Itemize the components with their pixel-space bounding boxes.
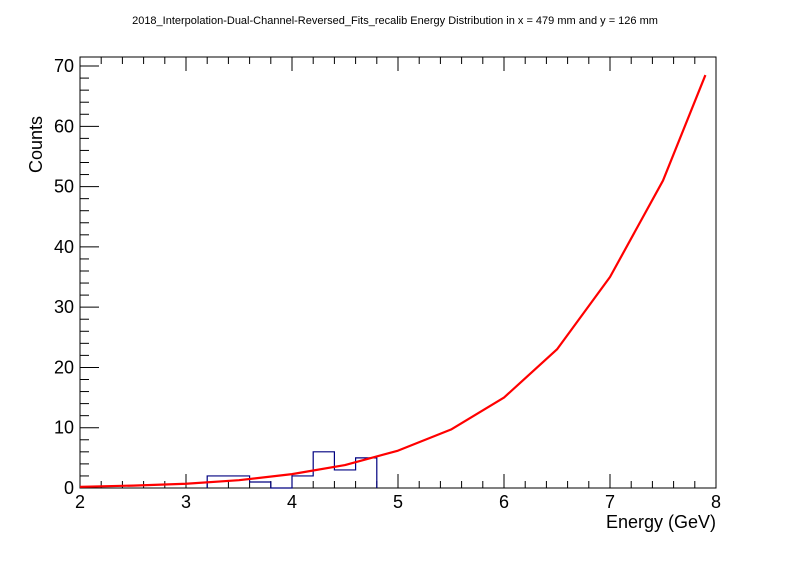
- histogram-outline: [206, 451, 378, 489]
- y-tick-label: 40: [54, 237, 74, 257]
- x-tick-label: 4: [287, 492, 297, 512]
- chart-title: 2018_Interpolation-Dual-Channel-Reversed…: [132, 15, 658, 27]
- x-tick-label: 7: [605, 492, 615, 512]
- y-tick-label: 20: [54, 357, 74, 377]
- x-tick-label: 5: [393, 492, 403, 512]
- y-tick-label: 60: [54, 116, 74, 136]
- y-axis: 0 10 20 30 40 50 60 70: [54, 56, 99, 498]
- x-tick-label: 2: [75, 492, 85, 512]
- x-tick-label: 6: [499, 492, 509, 512]
- y-tick-label: 50: [54, 177, 74, 197]
- fit-curve-layer: [79, 74, 707, 488]
- fit-curve: [79, 74, 707, 488]
- histogram: [206, 451, 378, 489]
- y-tick-label: 30: [54, 297, 74, 317]
- y-tick-label: 0: [64, 478, 74, 498]
- x-tick-label: 3: [181, 492, 191, 512]
- y-tick-label: 10: [54, 418, 74, 438]
- y-axis-title: Counts: [26, 116, 46, 173]
- x-tick-label: 8: [711, 492, 721, 512]
- x-axis-title: Energy (GeV): [606, 512, 716, 532]
- y-tick-label: 70: [54, 56, 74, 76]
